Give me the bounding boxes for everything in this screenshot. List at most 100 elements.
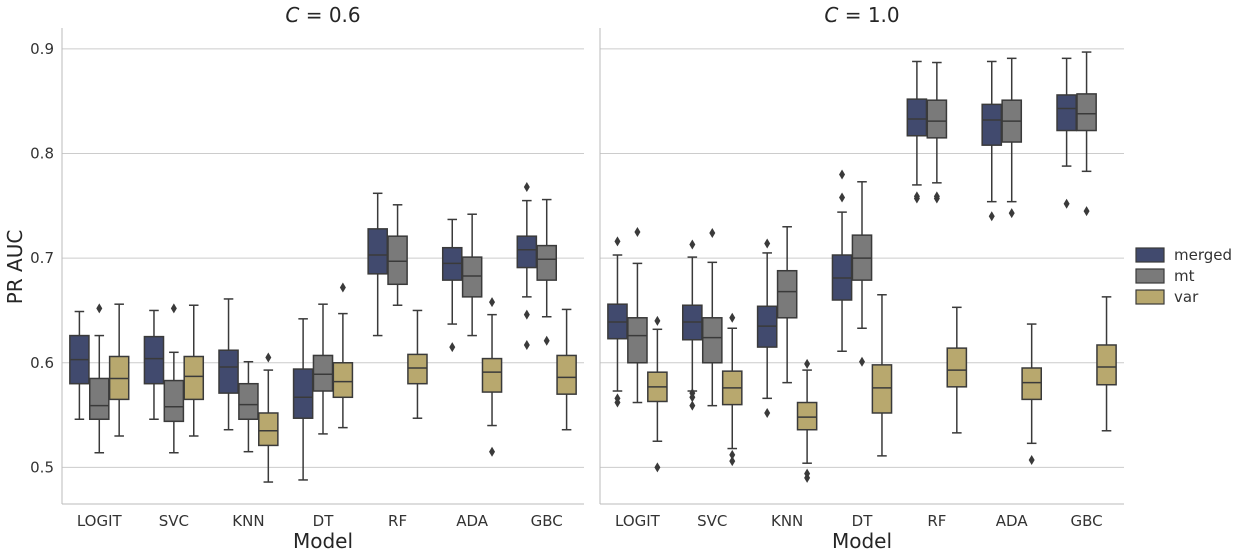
x-tick-label-logit: LOGIT	[615, 512, 661, 530]
y-tick-label: 0.8	[30, 145, 54, 163]
box-mt-ada	[1001, 57, 1023, 219]
flier-point	[614, 236, 621, 247]
x-tick-label-gbc: GBC	[531, 512, 563, 530]
x-axis-title: Model	[832, 529, 892, 553]
x-tick-label-dt: DT	[313, 512, 335, 530]
box-iqr	[701, 317, 723, 364]
box-var-svc	[721, 312, 743, 467]
flier-point	[764, 238, 771, 249]
flier-point	[634, 227, 641, 237]
x-tick-label-dt: DT	[852, 512, 874, 530]
box-mt-knn	[776, 226, 798, 384]
box-var-ada	[481, 297, 503, 457]
box-mt-rf	[926, 61, 948, 204]
box-iqr	[796, 401, 818, 431]
box-merged-ada	[981, 60, 1003, 222]
box-iqr	[88, 377, 110, 421]
box-iqr	[516, 235, 538, 269]
flier-point	[913, 193, 920, 204]
legend-label-var: var	[1174, 288, 1199, 306]
box-iqr	[183, 355, 205, 401]
box-iqr	[906, 98, 928, 137]
flier-point	[1028, 455, 1035, 466]
y-tick-label: 0.5	[30, 458, 54, 476]
box-var-ada	[1021, 323, 1043, 466]
x-tick-label-svc: SVC	[697, 512, 727, 530]
y-axis-title: PR AUC	[3, 230, 27, 305]
box-iqr	[292, 368, 314, 419]
box-iqr	[627, 317, 648, 364]
flier-point	[988, 211, 995, 222]
box-merged-logit	[607, 236, 628, 408]
box-merged-svc	[143, 309, 165, 421]
box-merged-svc	[681, 239, 703, 411]
flier-point	[96, 303, 103, 314]
flier-point	[449, 342, 456, 353]
box-var-knn	[796, 358, 818, 483]
x-tick-label-rf: RF	[388, 512, 407, 530]
box-merged-knn	[756, 238, 778, 418]
flier-point	[689, 400, 696, 411]
box-iqr	[387, 235, 408, 286]
flier-point	[689, 239, 696, 250]
box-var-logit	[108, 303, 130, 437]
flier-point	[729, 449, 736, 460]
box-mt-rf	[387, 204, 408, 306]
flier-point	[804, 472, 811, 483]
flier-point	[654, 315, 661, 326]
box-mt-logit	[88, 303, 110, 454]
flier-point	[839, 169, 846, 180]
box-mt-knn	[238, 360, 259, 453]
box-iqr	[461, 256, 483, 298]
box-merged-gbc	[1056, 57, 1077, 209]
box-var-gbc	[556, 308, 577, 431]
flier-point	[339, 282, 346, 293]
box-mt-ada	[461, 213, 483, 337]
box-iqr	[143, 335, 165, 385]
box-merged-dt	[292, 318, 314, 481]
flier-point	[729, 456, 736, 467]
panel-title-eq: = 0.6	[299, 3, 360, 27]
panel-title-eq: = 1.0	[838, 3, 899, 27]
x-tick-label-knn: KNN	[771, 512, 803, 530]
box-merged-knn	[218, 298, 239, 431]
flier-point	[543, 335, 550, 346]
box-merged-rf	[367, 192, 388, 337]
box-var-dt	[871, 294, 893, 457]
box-iqr	[536, 244, 558, 281]
box-iqr	[871, 364, 893, 414]
x-axis-title: Model	[293, 529, 353, 553]
panel-title: C = 1.0	[824, 3, 899, 27]
box-var-gbc	[1096, 296, 1117, 432]
box-mt-svc	[701, 228, 723, 407]
box-mt-gbc	[1076, 51, 1097, 217]
box-merged-logit	[69, 310, 90, 421]
box-iqr	[981, 103, 1003, 146]
box-iqr	[1021, 367, 1043, 401]
y-tick-label: 0.7	[30, 249, 54, 267]
box-iqr	[407, 353, 428, 385]
panel-c-1-0: C = 1.0 LOGIT SVC KNN DT RF ADA GBC Model	[599, 3, 1124, 553]
flier-point	[523, 339, 530, 350]
flier-point	[489, 297, 496, 308]
box-iqr	[218, 349, 239, 394]
flier-point	[489, 446, 496, 457]
box-var-knn	[258, 352, 279, 483]
flier-point	[729, 312, 736, 323]
flier-point	[933, 193, 940, 204]
flier-point	[614, 397, 621, 408]
panel-title-var: C	[824, 3, 838, 27]
box-var-svc	[183, 304, 205, 437]
box-mt-gbc	[536, 198, 558, 346]
box-var-rf	[407, 309, 428, 419]
legend-label-merged: merged	[1174, 246, 1232, 264]
box-var-rf	[946, 306, 968, 434]
box-iqr	[332, 362, 354, 399]
x-tick-label-logit: LOGIT	[77, 512, 123, 530]
panel-title: C = 0.6	[285, 3, 360, 27]
flier-point	[839, 192, 846, 203]
x-tick-label-svc: SVC	[159, 512, 189, 530]
box-iqr	[312, 354, 334, 392]
legend: merged mt var	[1135, 246, 1232, 306]
